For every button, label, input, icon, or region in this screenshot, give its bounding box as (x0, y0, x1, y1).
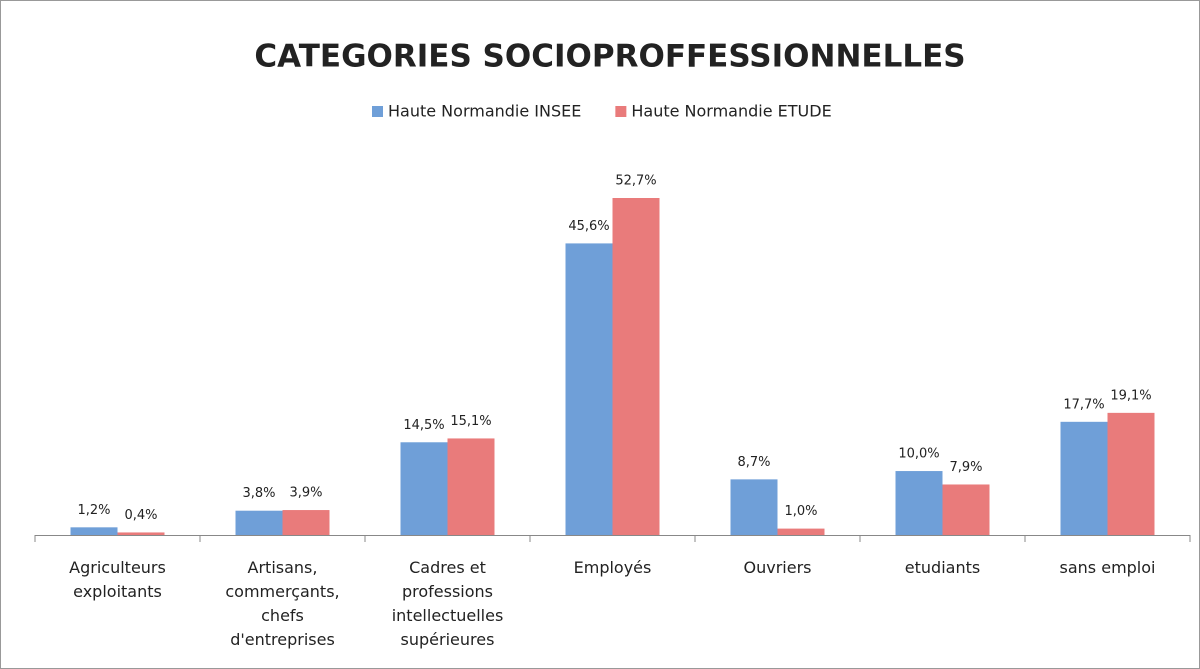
value-label: 1,2% (77, 503, 110, 518)
value-label: 19,1% (1110, 388, 1151, 403)
legend-swatch (615, 106, 627, 117)
value-label: 14,5% (403, 418, 444, 433)
value-label: 52,7% (615, 174, 656, 189)
value-label: 10,0% (898, 447, 939, 462)
value-label: 8,7% (737, 455, 770, 470)
legend-label: Haute Normandie INSEE (388, 102, 581, 121)
value-label: 3,9% (289, 486, 322, 501)
bar (612, 198, 660, 535)
value-label: 45,6% (568, 219, 609, 234)
bar (70, 527, 118, 535)
x-tick-label: sans emploi (1059, 558, 1156, 577)
value-label: 17,7% (1063, 397, 1104, 412)
bar (942, 484, 990, 535)
legend-swatch (372, 106, 383, 117)
value-label: 3,8% (242, 486, 275, 501)
x-tick-label: Artisans, commerçants, chefs d'entrepris… (225, 558, 340, 649)
bar (777, 528, 825, 535)
legend-label: Haute Normandie ETUDE (631, 102, 831, 121)
bar (565, 243, 613, 535)
value-label: 0,4% (124, 508, 157, 523)
bar (730, 479, 778, 535)
value-label: 7,9% (949, 460, 982, 475)
bar (117, 532, 165, 535)
value-label: 15,1% (450, 414, 491, 429)
bar (1060, 421, 1108, 535)
bar (895, 471, 943, 535)
bar (235, 510, 283, 535)
bar (447, 438, 495, 535)
x-tick-label: Ouvriers (743, 558, 812, 577)
x-tick-label: Agriculteurs exploitants (69, 558, 166, 601)
x-tick-label: Employés (573, 558, 652, 577)
x-tick-label: etudiants (904, 558, 981, 577)
bar (1107, 412, 1155, 535)
value-label: 1,0% (784, 504, 817, 519)
bar (282, 510, 330, 535)
bar (400, 442, 448, 535)
chart-title: CATEGORIES SOCIOPROFFESSIONNELLES (254, 39, 965, 75)
x-tick-label: Cadres et professions intellectuelles su… (391, 558, 504, 649)
